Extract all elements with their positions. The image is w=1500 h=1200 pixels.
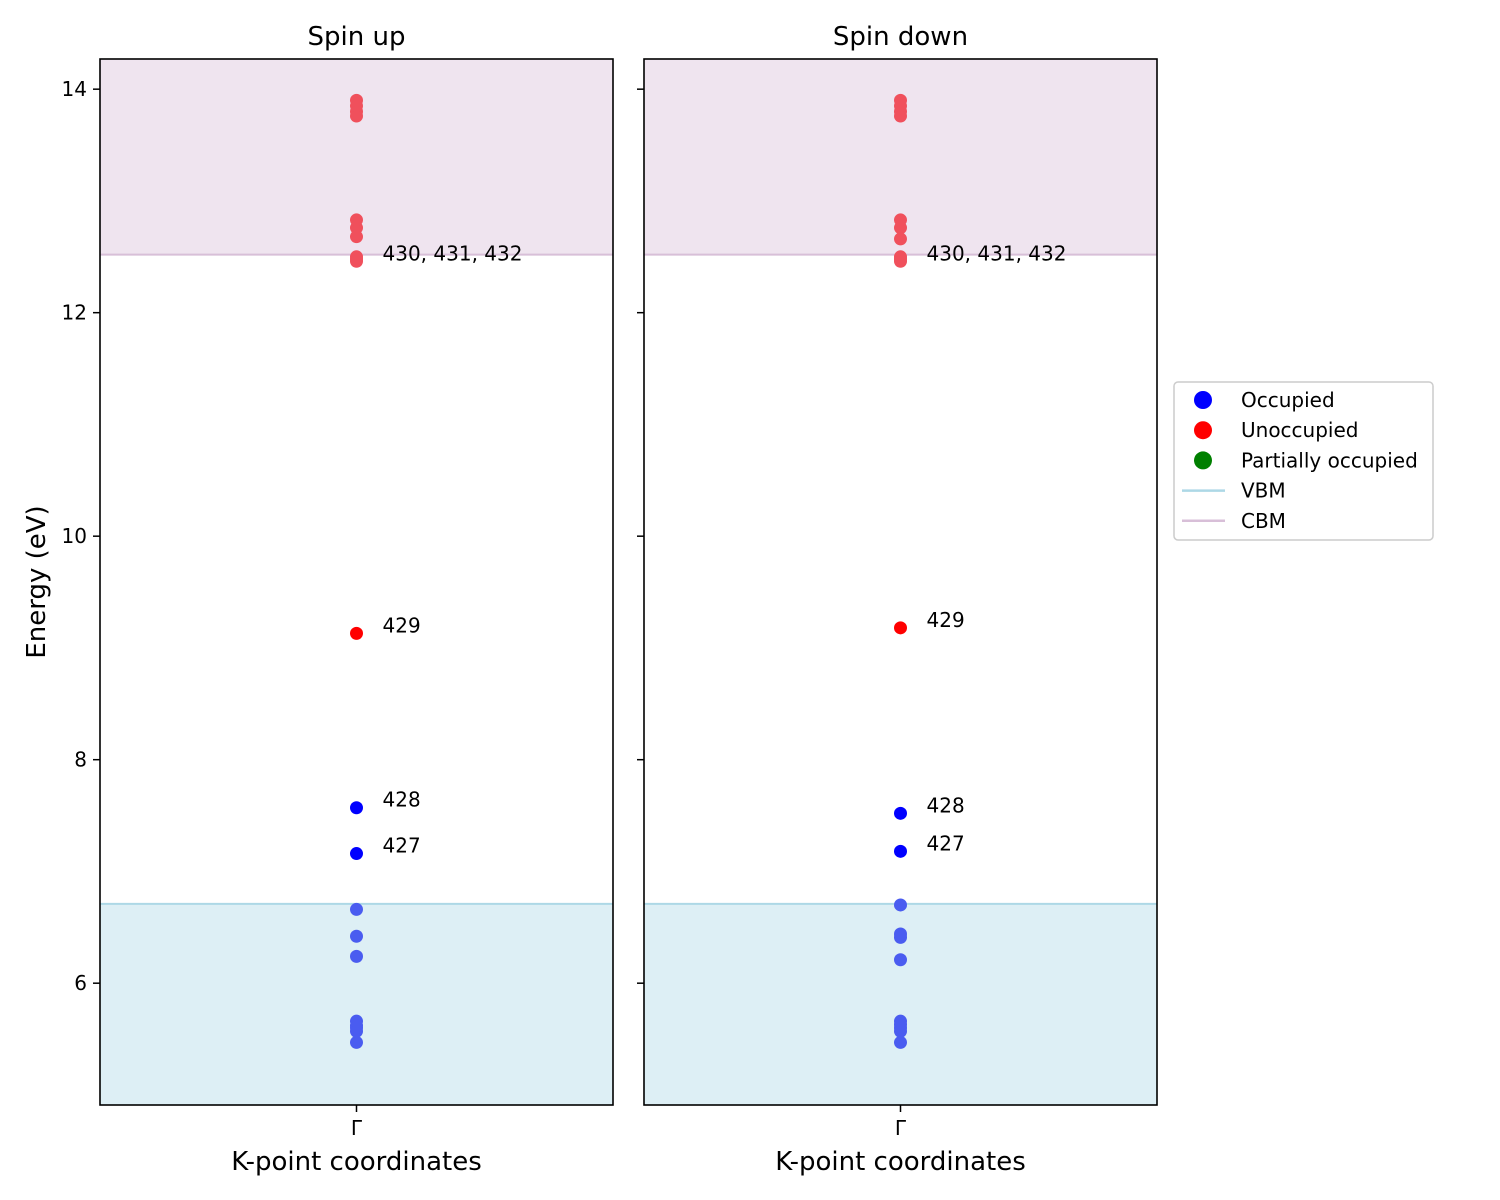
y-tick-label: 8 <box>74 748 87 772</box>
state-label: 427 <box>927 831 965 855</box>
legend-box <box>1173 381 1434 541</box>
occupied-point <box>894 1035 907 1049</box>
legend-label: CBM <box>1241 509 1286 533</box>
x-tick-label: Γ <box>351 1116 363 1140</box>
occupied-point <box>894 953 907 967</box>
occupied-point <box>350 847 363 861</box>
occupied-point <box>894 806 907 820</box>
unoccupied-point <box>894 250 907 264</box>
state-label: 427 <box>383 834 421 858</box>
unoccupied-point <box>894 93 907 107</box>
state-label: 430, 431, 432 <box>927 241 1067 265</box>
unoccupied-point <box>350 213 363 227</box>
panel-title: Spin up <box>308 22 406 52</box>
state-label: 428 <box>927 793 965 817</box>
state-label: 430, 431, 432 <box>383 241 523 265</box>
x-axis-title: K-point coordinates <box>231 1147 482 1177</box>
legend-marker <box>1194 421 1212 440</box>
occupied-point <box>894 1014 907 1028</box>
legend-marker <box>1194 391 1212 409</box>
legend-label: VBM <box>1241 479 1286 503</box>
unoccupied-point <box>350 93 363 107</box>
occupied-point <box>894 844 907 858</box>
occupied-point <box>350 929 363 943</box>
unoccupied-point <box>350 250 363 264</box>
unoccupied-point <box>350 626 363 640</box>
legend-label: Occupied <box>1241 388 1335 412</box>
occupied-point <box>894 898 907 912</box>
panel-title: Spin down <box>833 22 968 52</box>
occupied-point <box>350 801 363 815</box>
legend-label: Partially occupied <box>1241 448 1418 472</box>
occupied-point <box>350 1035 363 1049</box>
unoccupied-point <box>894 621 907 635</box>
legend-label: Unoccupied <box>1241 418 1358 442</box>
occupied-point <box>350 949 363 963</box>
y-tick-label: 6 <box>74 971 87 995</box>
y-tick-label: 10 <box>62 524 87 548</box>
legend-marker <box>1194 451 1212 470</box>
state-label: 429 <box>383 613 421 637</box>
unoccupied-point <box>894 232 907 246</box>
state-label: 428 <box>383 788 421 812</box>
state-label: 429 <box>927 608 965 632</box>
occupied-point <box>350 1014 363 1028</box>
x-axis-title: K-point coordinates <box>775 1147 1026 1177</box>
unoccupied-point <box>894 213 907 227</box>
occupied-point <box>894 927 907 941</box>
x-tick-label: Γ <box>895 1116 907 1140</box>
y-tick-label: 14 <box>62 77 87 101</box>
occupied-point <box>350 902 363 916</box>
y-axis-title: Energy (eV) <box>22 505 52 658</box>
y-tick-label: 12 <box>62 301 87 325</box>
unoccupied-point <box>350 230 363 244</box>
